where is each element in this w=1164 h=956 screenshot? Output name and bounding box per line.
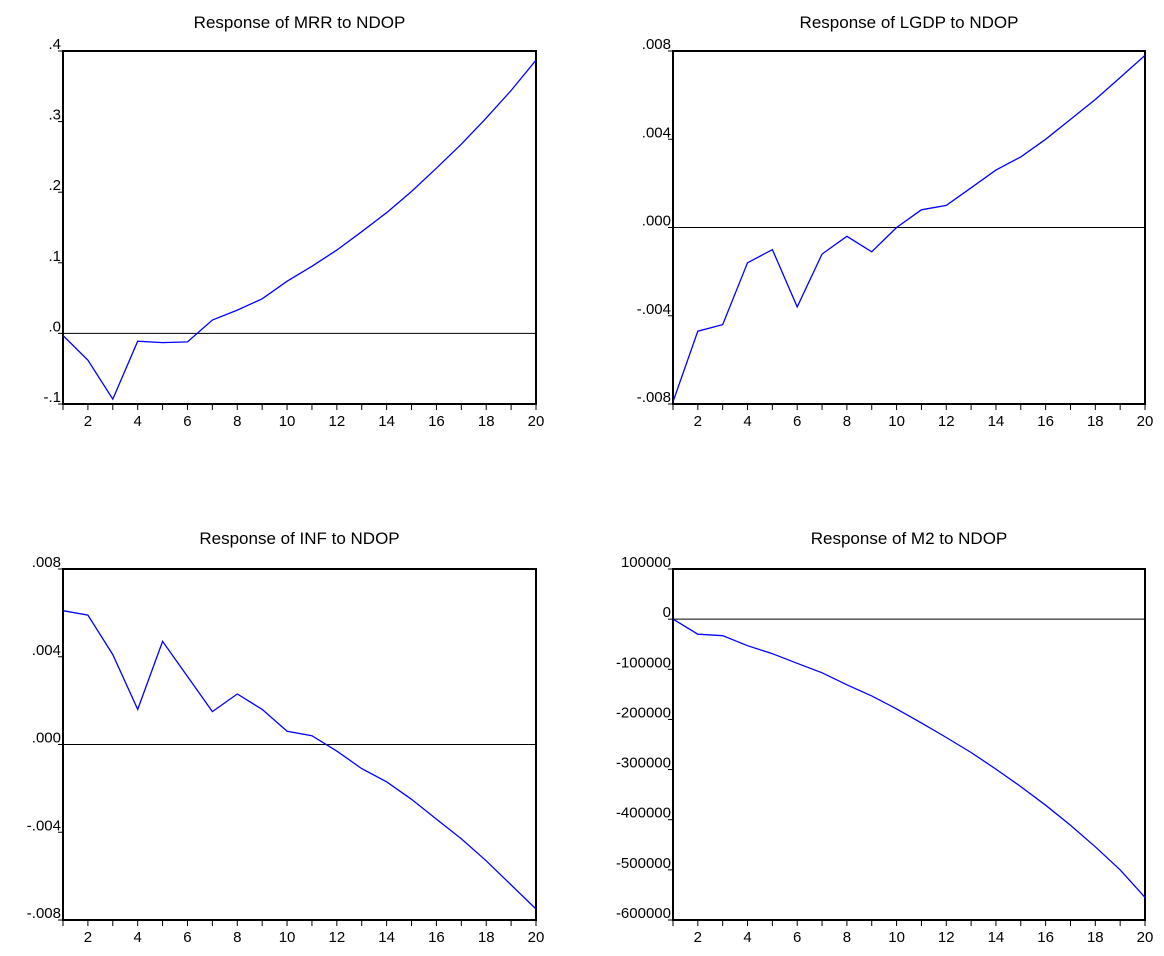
y-tick-label: -.004 bbox=[637, 301, 671, 318]
x-tick-label: 20 bbox=[1137, 413, 1154, 430]
x-tick-label: 2 bbox=[694, 413, 702, 430]
plot-frame bbox=[62, 50, 537, 405]
chart-inf-response: Response of INF to NDOP -.008 -.004 .000 .0… bbox=[27, 529, 545, 946]
response-line bbox=[672, 54, 1146, 403]
x-tick-label: 18 bbox=[1087, 929, 1104, 946]
x-tick-label: 16 bbox=[428, 929, 445, 946]
y-tick-label: -400000 bbox=[616, 805, 671, 822]
y-tick-label: -.1 bbox=[43, 389, 61, 406]
x-tick-label: 6 bbox=[793, 929, 801, 946]
x-tick-label: 20 bbox=[1137, 929, 1154, 946]
x-tick-label: 6 bbox=[793, 413, 801, 430]
x-tick-label: 18 bbox=[478, 929, 495, 946]
plot-frame bbox=[672, 568, 1146, 921]
x-tick-label: 2 bbox=[84, 929, 92, 946]
response-line bbox=[62, 610, 537, 910]
y-tick-label: 0 bbox=[663, 604, 671, 621]
y-tick-label: -600000 bbox=[616, 905, 671, 922]
x-tick-label: 6 bbox=[183, 929, 191, 946]
x-tick-label: 14 bbox=[378, 929, 395, 946]
y-tick-label: .008 bbox=[32, 554, 61, 571]
y-tick-label: .1 bbox=[48, 248, 61, 265]
x-tick-label: 12 bbox=[938, 413, 955, 430]
x-tick-label: 6 bbox=[183, 413, 191, 430]
x-tick-label: 4 bbox=[134, 929, 142, 946]
y-tick-label: .000 bbox=[32, 730, 61, 747]
y-tick-label: .004 bbox=[32, 642, 61, 659]
y-tick-label: -500000 bbox=[616, 855, 671, 872]
chart-m2-response: Response of M2 to NDOP -600000 -500000 -40… bbox=[616, 529, 1153, 946]
x-tick-label: 14 bbox=[378, 413, 395, 430]
x-tick-label: 4 bbox=[743, 929, 751, 946]
x-tick-label: 10 bbox=[279, 413, 296, 430]
x-tick-label: 8 bbox=[233, 413, 241, 430]
y-tick-label: .2 bbox=[48, 177, 61, 194]
y-tick-label: -300000 bbox=[616, 755, 671, 772]
x-tick-label: 12 bbox=[938, 929, 955, 946]
x-tick-label: 12 bbox=[328, 413, 345, 430]
x-tick-label: 12 bbox=[328, 929, 345, 946]
y-tick-label: .004 bbox=[642, 124, 671, 141]
response-line bbox=[62, 59, 537, 401]
x-tick-label: 14 bbox=[988, 413, 1005, 430]
y-tick-label: -.008 bbox=[637, 389, 671, 406]
x-tick-label: 18 bbox=[1087, 413, 1104, 430]
y-tick-label: .008 bbox=[642, 36, 671, 53]
response-line bbox=[672, 618, 1146, 898]
x-tick-label: 4 bbox=[134, 413, 142, 430]
x-tick-label: 20 bbox=[528, 413, 545, 430]
x-tick-label: 2 bbox=[694, 929, 702, 946]
x-tick-label: 2 bbox=[84, 413, 92, 430]
y-tick-label: .4 bbox=[48, 36, 61, 53]
x-tick-label: 8 bbox=[843, 413, 851, 430]
y-tick-label: .0 bbox=[48, 318, 61, 335]
x-tick-label: 14 bbox=[988, 929, 1005, 946]
chart-title: Response of MRR to NDOP bbox=[194, 13, 406, 32]
y-tick-label: -200000 bbox=[616, 704, 671, 721]
chart-title: Response of LGDP to NDOP bbox=[800, 13, 1019, 32]
chart-title: Response of M2 to NDOP bbox=[811, 529, 1008, 548]
x-tick-label: 16 bbox=[1037, 413, 1054, 430]
y-tick-label: -.008 bbox=[27, 905, 61, 922]
x-tick-label: 16 bbox=[428, 413, 445, 430]
x-tick-label: 10 bbox=[279, 929, 296, 946]
x-tick-label: 8 bbox=[233, 929, 241, 946]
y-tick-label: 100000 bbox=[621, 554, 671, 571]
chart-mrr-response: Response of MRR to NDOP -.1 .0 .1 .2 .3 .4 2 4 6… bbox=[43, 13, 544, 430]
x-tick-label: 10 bbox=[888, 413, 905, 430]
x-tick-label: 20 bbox=[528, 929, 545, 946]
x-tick-label: 10 bbox=[888, 929, 905, 946]
x-tick-label: 4 bbox=[743, 413, 751, 430]
y-tick-label: -.004 bbox=[27, 817, 61, 834]
x-tick-label: 8 bbox=[843, 929, 851, 946]
x-tick-label: 16 bbox=[1037, 929, 1054, 946]
y-tick-label: -100000 bbox=[616, 654, 671, 671]
y-tick-label: .3 bbox=[48, 107, 61, 124]
chart-title: Response of INF to NDOP bbox=[199, 529, 399, 548]
x-tick-label: 18 bbox=[478, 413, 495, 430]
chart-lgdp-response: Response of LGDP to NDOP -.008 -.004 .000.… bbox=[637, 13, 1154, 430]
y-tick-label: .000 bbox=[642, 213, 671, 230]
